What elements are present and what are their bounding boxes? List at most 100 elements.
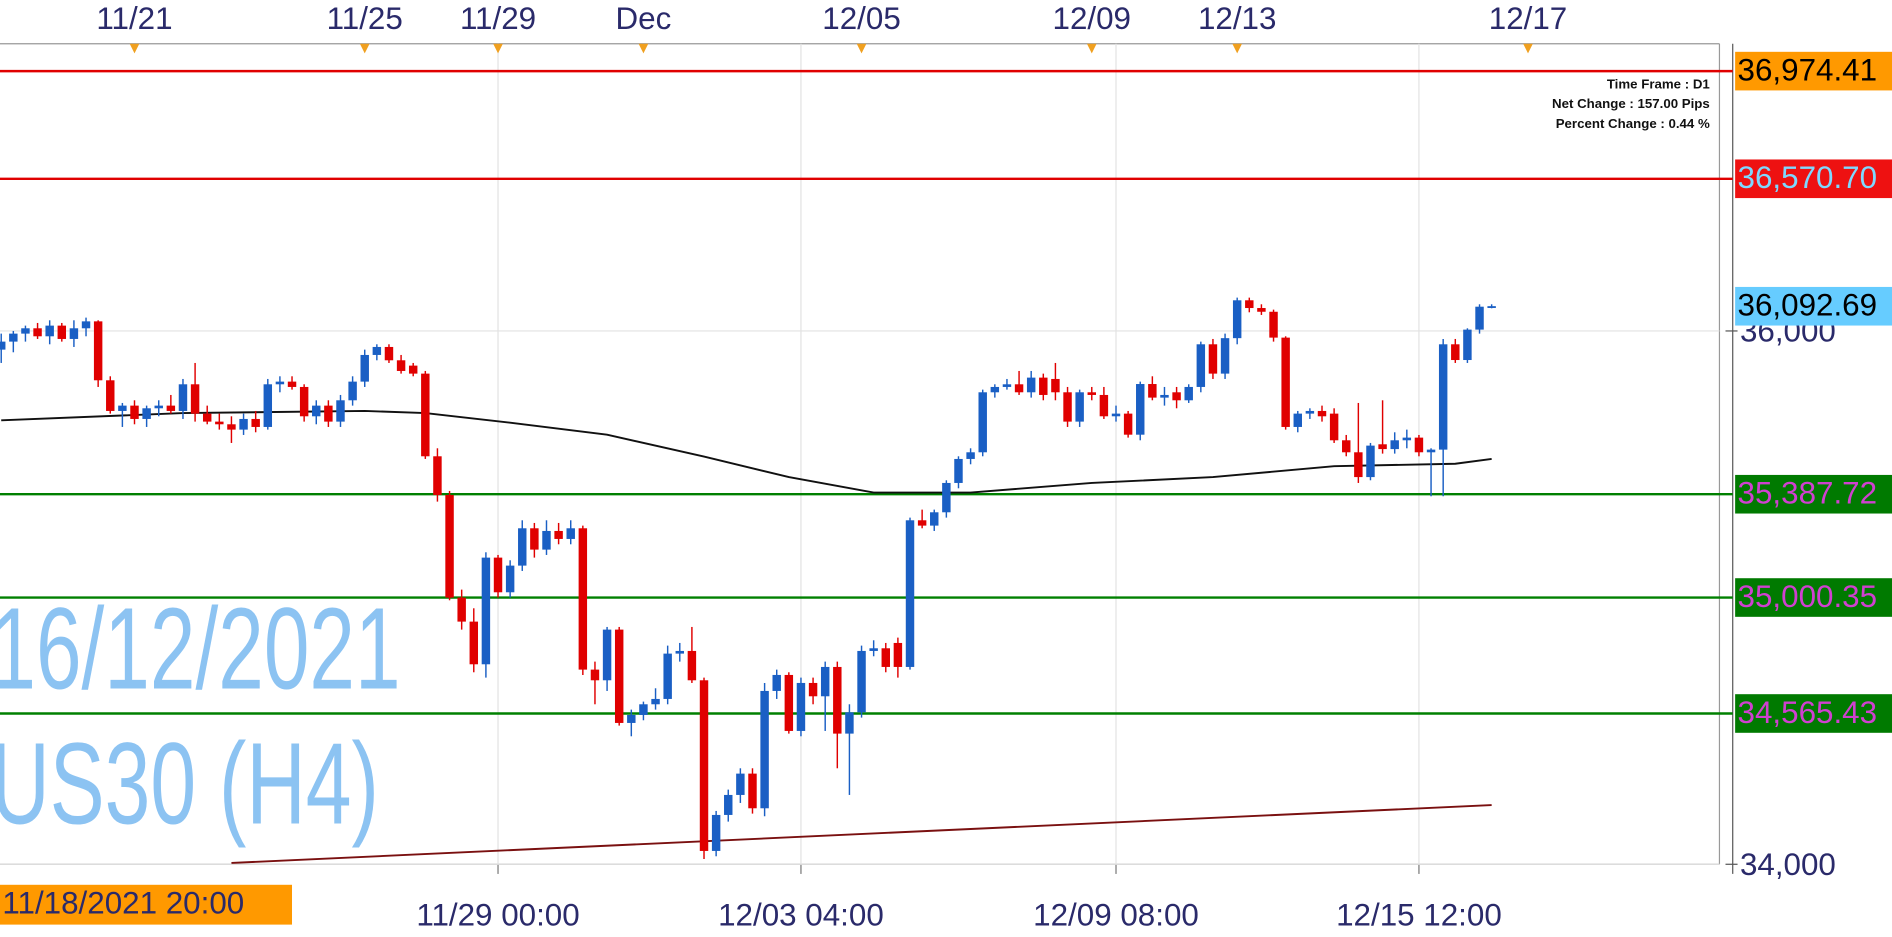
candle-body xyxy=(1232,300,1242,339)
x-tick-label: 11/29 00:00 xyxy=(416,898,579,933)
level-label-box xyxy=(1735,474,1892,514)
candle-body xyxy=(1293,413,1302,427)
candle-body xyxy=(1317,410,1327,417)
candle-body xyxy=(239,418,248,430)
candle-body xyxy=(421,373,430,457)
candle-body xyxy=(251,418,260,427)
candle-body xyxy=(893,642,903,667)
candle-body xyxy=(930,512,939,526)
candle-body xyxy=(736,773,745,795)
candle-body xyxy=(1426,449,1436,453)
candle-body xyxy=(336,400,345,422)
candle-body xyxy=(1002,384,1012,387)
candle-body xyxy=(118,405,127,411)
candle-body xyxy=(627,714,636,723)
candle-body xyxy=(21,328,30,334)
candle-body xyxy=(1014,384,1024,393)
level-label: 35,000.35 xyxy=(1738,579,1878,614)
top-tick-label: 12/17 xyxy=(1489,1,1567,36)
x-tick-label: 12/09 08:00 xyxy=(1033,898,1199,933)
candle-body xyxy=(530,528,539,550)
candle-body xyxy=(202,413,212,422)
candle-body xyxy=(215,421,224,425)
candle-body xyxy=(1136,384,1145,435)
candle-body xyxy=(142,408,151,419)
candle-body xyxy=(57,325,67,339)
candle-body xyxy=(990,386,1000,393)
candle-body xyxy=(1208,344,1218,374)
candle-body xyxy=(1305,410,1315,414)
candle-body xyxy=(1257,308,1266,312)
candle-body xyxy=(130,405,139,419)
candle-body xyxy=(518,528,527,566)
candle-body xyxy=(639,704,648,715)
candle-body xyxy=(348,381,357,401)
candle-body xyxy=(445,494,454,598)
candle-body xyxy=(1354,452,1363,478)
candle-body xyxy=(1196,344,1206,387)
candle-body xyxy=(602,629,612,681)
candle-body xyxy=(1184,386,1193,401)
candle-body xyxy=(1220,338,1230,374)
candle-body xyxy=(384,346,394,361)
candle-body xyxy=(651,698,660,705)
start-label: 11/18/2021 20:00 xyxy=(2,886,244,921)
candle-body xyxy=(1245,300,1254,309)
top-tick-label: 12/13 xyxy=(1198,1,1276,36)
top-tick-label: 11/25 xyxy=(327,1,403,36)
candle-body xyxy=(663,653,672,699)
candle-body xyxy=(554,530,563,539)
start-label-box xyxy=(0,884,293,925)
moving-average xyxy=(231,804,1492,864)
candle-body xyxy=(408,365,418,374)
candle-body xyxy=(324,405,333,422)
candle-body xyxy=(1414,437,1424,453)
x-tick-label: 12/15 12:00 xyxy=(1336,898,1502,933)
candle-body xyxy=(1075,392,1084,422)
candle-body xyxy=(45,325,54,337)
candle-body xyxy=(542,530,551,550)
candle-body xyxy=(1148,384,1157,398)
last-price-box xyxy=(1735,286,1892,326)
candle-body xyxy=(796,682,806,731)
candle-body xyxy=(1099,394,1109,417)
level-label-box xyxy=(1735,694,1892,733)
candle-body xyxy=(942,482,951,513)
candle-body xyxy=(833,666,842,734)
candle-body xyxy=(1451,344,1460,361)
top-tick-label: 11/29 xyxy=(460,1,536,36)
candle-body xyxy=(869,648,878,651)
level-label: 36,570.70 xyxy=(1738,160,1878,195)
watermark: 16/12/2021 xyxy=(0,584,401,714)
candle-body xyxy=(166,405,176,411)
top-tick-label: Dec xyxy=(616,1,672,36)
top-tick-label: 12/09 xyxy=(1053,1,1131,36)
candle-body xyxy=(433,456,442,495)
candle-body xyxy=(457,597,466,622)
candle-body xyxy=(857,650,866,713)
candle-body xyxy=(1329,413,1339,441)
candle-body xyxy=(1438,344,1448,450)
top-tick-marker xyxy=(359,43,370,54)
last-price-label: 36,092.69 xyxy=(1738,288,1878,323)
candle-body xyxy=(1026,377,1036,393)
candle-body xyxy=(505,565,515,593)
candle-body xyxy=(481,557,491,665)
candle-body xyxy=(33,328,42,337)
candle-body xyxy=(360,354,369,382)
candle-body xyxy=(1087,392,1096,395)
candle-body xyxy=(275,381,285,385)
candle-body xyxy=(372,346,382,355)
candle-body xyxy=(190,384,200,414)
candle-body xyxy=(287,381,297,387)
watermark: US30 (H4) xyxy=(0,719,379,849)
candle-body xyxy=(1378,444,1387,450)
level-label: 34,565.43 xyxy=(1738,695,1878,730)
candle-body xyxy=(966,452,975,459)
candle-body xyxy=(905,520,915,667)
level-label: 36,974.41 xyxy=(1738,53,1878,88)
candle-body xyxy=(178,384,188,411)
